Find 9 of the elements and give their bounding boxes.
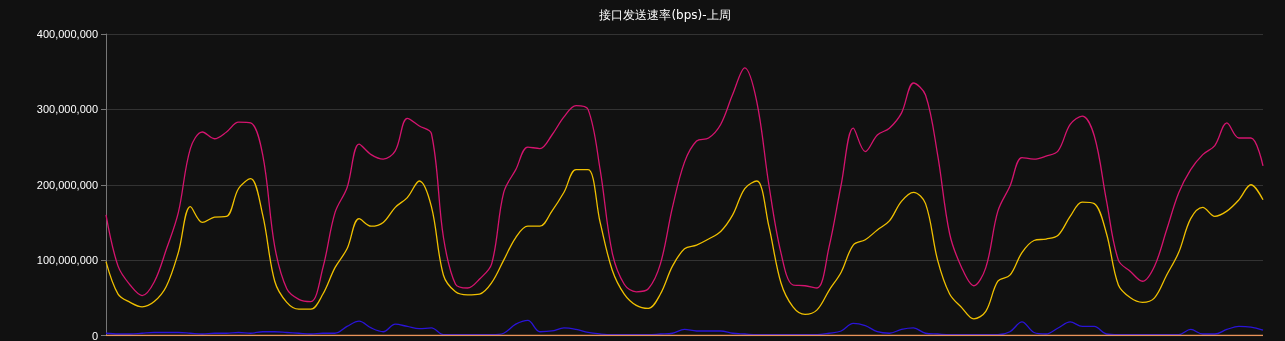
line-series (105, 67, 1264, 303)
y-tick-label: 200,000,000 (36, 178, 98, 191)
y-tick-label: 0 (91, 329, 98, 341)
y-tick-label: 400,000,000 (36, 28, 98, 40)
line-series (105, 319, 1264, 336)
chart-title: 接口发送速率(bps)-上周 (599, 8, 731, 22)
line-series (105, 169, 1264, 320)
y-tick-label: 100,000,000 (36, 254, 98, 267)
y-tick-label: 300,000,000 (36, 103, 98, 116)
